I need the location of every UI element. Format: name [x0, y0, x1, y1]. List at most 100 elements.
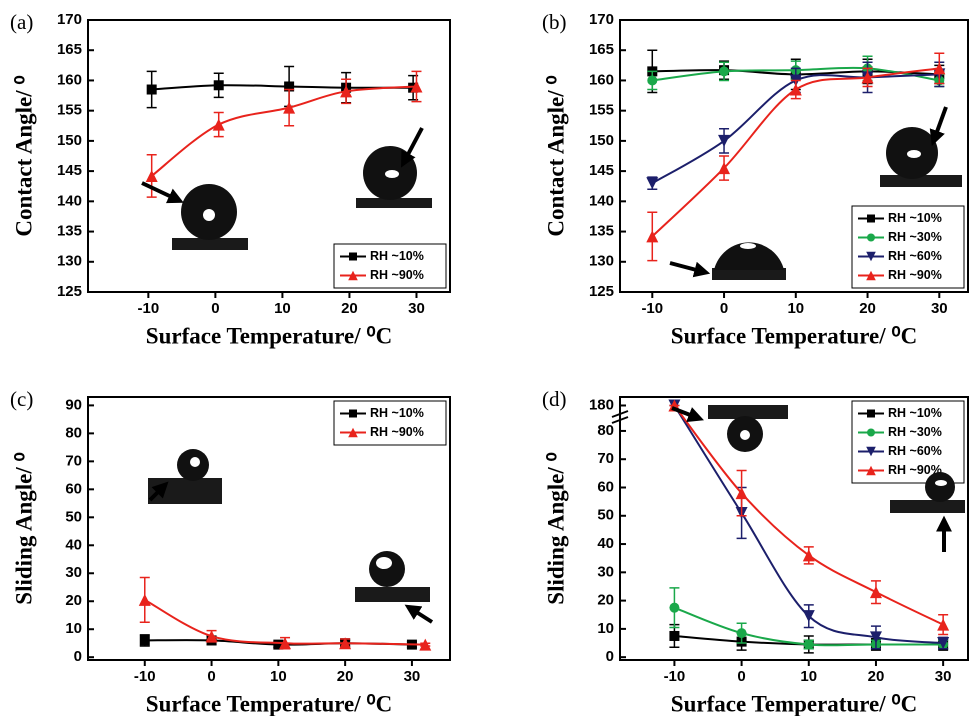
- x-axis-label: Surface Temperature/ ⁰C: [671, 323, 917, 348]
- droplet-highlight: [203, 209, 215, 221]
- y-tick-label: 170: [589, 11, 614, 28]
- surface-photo: [708, 405, 788, 419]
- x-tick-label: 0: [720, 300, 728, 317]
- x-tick-label: 20: [341, 300, 358, 317]
- x-tick-label: 0: [211, 300, 219, 317]
- x-tick-label: 30: [404, 668, 421, 685]
- marker: [866, 251, 876, 262]
- y-axis-label: Sliding Angle/ ⁰: [11, 452, 36, 604]
- x-tick-label: -10: [134, 668, 156, 685]
- marker: [205, 630, 218, 643]
- panel-label: (d): [542, 387, 567, 411]
- legend-label: RH ~60%: [888, 444, 942, 458]
- y-tick-label: 80: [65, 424, 82, 441]
- x-axis-label: Surface Temperature/ ⁰C: [671, 691, 917, 716]
- droplet-highlight: [907, 150, 921, 158]
- y-tick-label: 10: [597, 620, 614, 637]
- x-tick-label: 10: [787, 300, 804, 317]
- droplet-highlight: [376, 557, 392, 569]
- marker: [646, 230, 659, 243]
- y-tick-label: 125: [589, 283, 614, 300]
- plot-frame: [87, 396, 451, 661]
- marker: [213, 80, 224, 91]
- arrow: [929, 106, 948, 147]
- legend-label: RH ~10%: [370, 249, 424, 263]
- marker: [283, 101, 296, 114]
- surface-photo: [355, 587, 430, 602]
- y-tick-label: 145: [589, 162, 614, 179]
- y-tick-label: 0: [74, 648, 82, 665]
- y-tick-label: 170: [57, 11, 82, 28]
- x-tick-label: 30: [931, 300, 948, 317]
- chart-panel: 0 10 20 30 40 50 60 70 80 180 -10 0 10 20 30 Surface Te…: [542, 387, 969, 716]
- legend-box: [333, 243, 447, 289]
- arrow: [671, 406, 704, 423]
- marker: [736, 628, 747, 639]
- x-tick-label: 10: [270, 668, 287, 685]
- marker: [735, 487, 748, 500]
- arrow: [141, 181, 184, 204]
- arrow: [148, 481, 169, 502]
- y-tick-label: 60: [65, 480, 82, 497]
- x-tick-label: 20: [868, 668, 885, 685]
- marker: [718, 162, 731, 175]
- chart-panel: 0 10 20 30 40 50 60 70 80 90 -10 0 10 20 30 Surface Tem…: [10, 387, 451, 716]
- marker: [789, 83, 802, 96]
- arrow: [669, 261, 711, 278]
- droplet-highlight: [385, 170, 399, 178]
- y-tick-label: 20: [65, 592, 82, 609]
- arrow: [401, 127, 424, 168]
- y-tick-label: 30: [597, 563, 614, 580]
- marker: [647, 75, 658, 86]
- marker: [339, 637, 352, 650]
- marker: [861, 71, 874, 84]
- chart-panel: 125 130 135 140 145 150 155 160 165 170 -10 0 10 20 30…: [10, 10, 451, 348]
- legend-box: [333, 400, 447, 446]
- marker: [803, 639, 814, 650]
- y-tick-label: 145: [57, 162, 82, 179]
- series-line: [673, 404, 944, 645]
- legend-label: RH ~10%: [888, 406, 942, 420]
- marker: [719, 66, 730, 77]
- marker: [146, 84, 157, 95]
- marker: [669, 630, 680, 641]
- marker: [866, 465, 876, 476]
- y-tick-label: 50: [597, 507, 614, 524]
- arrow: [404, 604, 434, 624]
- panel-label: (b): [542, 10, 567, 34]
- x-tick-label: 30: [935, 668, 952, 685]
- legend-label: RH ~10%: [888, 211, 942, 225]
- plot-frame: [619, 396, 969, 661]
- droplet-photo: [925, 472, 955, 502]
- y-tick-label: 140: [589, 192, 614, 209]
- x-tick-label: 10: [800, 668, 817, 685]
- y-tick-label: 90: [65, 396, 82, 413]
- marker: [867, 214, 875, 223]
- chart-panel: 125 130 135 140 145 150 155 160 165 170 -10 0 10 20 30…: [542, 10, 969, 348]
- marker: [866, 446, 876, 457]
- y-tick-label: 50: [65, 508, 82, 525]
- marker: [279, 637, 292, 650]
- y-tick-label: 140: [57, 192, 82, 209]
- marker: [869, 631, 882, 644]
- y-tick-label: 30: [65, 564, 82, 581]
- y-tick-label: 80: [597, 422, 614, 439]
- marker: [419, 638, 432, 651]
- y-axis-label: Contact Angle/ ⁰: [543, 75, 568, 236]
- x-tick-label: 20: [859, 300, 876, 317]
- plot-frame: [619, 19, 969, 293]
- legend-label: RH ~90%: [888, 268, 942, 282]
- marker: [348, 270, 358, 281]
- marker: [937, 618, 950, 631]
- y-tick-label: 155: [589, 102, 614, 119]
- y-tick-label: 180: [589, 396, 614, 413]
- marker: [867, 233, 875, 242]
- y-tick-label: 135: [57, 223, 82, 240]
- marker: [348, 427, 358, 438]
- x-axis-label: Surface Temperature/ ⁰C: [146, 323, 392, 348]
- marker: [212, 118, 225, 131]
- legend-label: RH ~30%: [888, 425, 942, 439]
- surface-photo: [712, 268, 786, 280]
- panel-label: (a): [10, 10, 33, 34]
